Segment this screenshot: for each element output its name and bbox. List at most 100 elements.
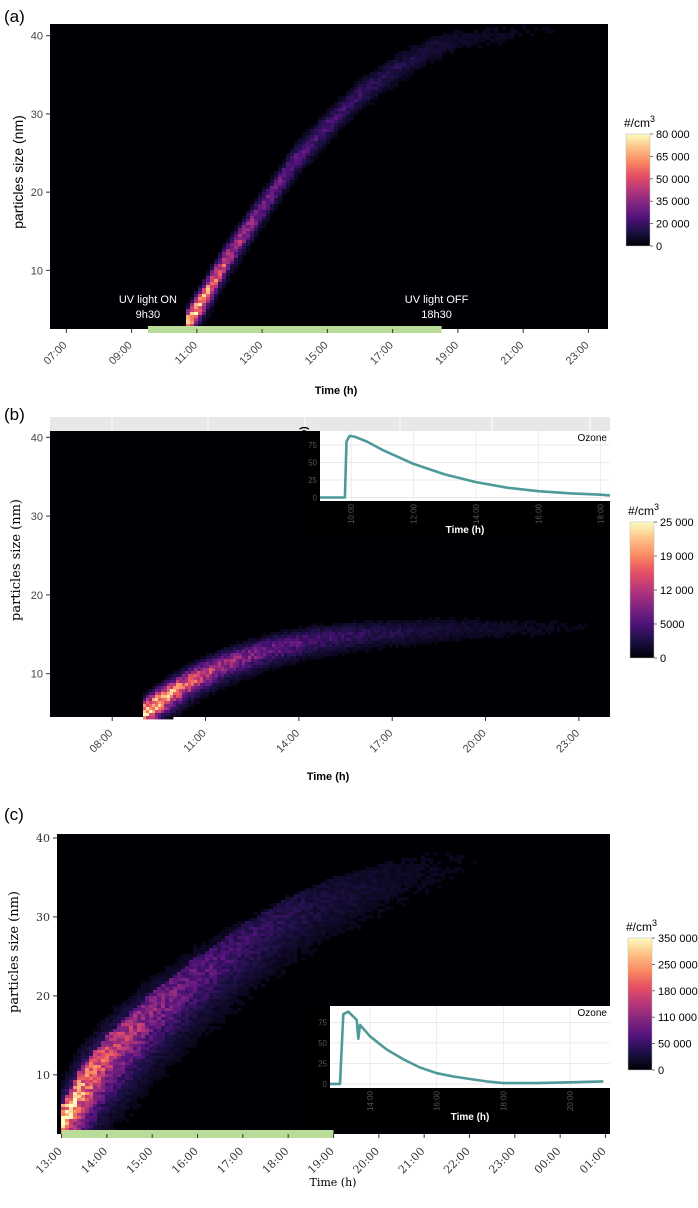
heatmap-cell	[341, 653, 345, 657]
heatmap-cell	[157, 1023, 162, 1027]
heatmap-cell	[141, 1053, 146, 1057]
heatmap-cell	[173, 996, 178, 1000]
heatmap-cell	[386, 632, 390, 636]
heatmap-cell	[275, 650, 279, 654]
heatmap-cell	[263, 647, 267, 651]
heatmap-cell	[169, 1062, 174, 1066]
heatmap-cell	[266, 635, 270, 639]
heatmap-cell	[149, 1083, 154, 1087]
heatmap-cell	[371, 629, 375, 633]
heatmap-cell	[345, 894, 350, 898]
heatmap-cell	[320, 650, 324, 654]
heatmap-cell	[281, 650, 285, 654]
heatmap-cell	[362, 84, 367, 88]
heatmap-cell	[221, 1020, 226, 1024]
heatmap-cell	[81, 1089, 86, 1093]
heatmap-cell	[170, 707, 174, 711]
heatmap-cell	[298, 159, 303, 163]
heatmap-cell	[357, 912, 362, 916]
heatmap-cell	[321, 918, 326, 922]
heatmap-cell	[297, 903, 302, 907]
heatmap-cell	[374, 69, 379, 73]
heatmap-cell	[169, 978, 174, 982]
heatmap-cell	[248, 650, 252, 654]
x-axis-title: Time (h)	[315, 385, 358, 397]
heatmap-cell	[317, 912, 322, 916]
heatmap-cell	[350, 626, 354, 630]
heatmap-cell	[257, 930, 262, 934]
heatmap-cell	[533, 629, 537, 633]
heatmap-cell	[215, 671, 219, 675]
heatmap-cell	[510, 36, 515, 40]
heatmap-cell	[458, 635, 462, 639]
heatmap-cell	[81, 1101, 86, 1105]
heatmap-cell	[129, 1071, 134, 1075]
heatmap-cell	[524, 626, 528, 630]
heatmap-cell	[173, 1020, 178, 1024]
heatmap-cell	[273, 912, 278, 916]
heatmap-cell	[539, 626, 543, 630]
heatmap-cell	[341, 900, 346, 904]
heatmap-cell	[273, 903, 278, 907]
heatmap-cell	[289, 906, 294, 910]
heatmap-cell	[158, 701, 162, 705]
heatmap-cell	[161, 1032, 166, 1036]
heatmap-cell	[133, 996, 138, 1000]
heatmap-cell	[105, 1095, 110, 1099]
heatmap-cell	[237, 930, 242, 934]
heatmap-cell	[365, 620, 369, 624]
heatmap-cell	[338, 629, 342, 633]
heatmap-cell	[389, 644, 393, 648]
heatmap-cell	[419, 641, 423, 645]
heatmap-cell	[117, 1080, 122, 1084]
heatmap-cell	[398, 635, 402, 639]
heatmap-cell	[212, 680, 216, 684]
heatmap-cell	[281, 954, 286, 958]
heatmap-cell	[129, 1041, 134, 1045]
heatmap-cell	[381, 879, 386, 883]
heatmap-cell	[342, 108, 347, 112]
heatmap-cell	[277, 966, 282, 970]
heatmap-cell	[209, 1029, 214, 1033]
heatmap-cell	[109, 1068, 114, 1072]
heatmap-cell	[269, 659, 273, 663]
heatmap-cell	[374, 641, 378, 645]
heatmap-cell	[509, 629, 513, 633]
heatmap-cell	[165, 1047, 170, 1051]
heatmap-cell	[407, 638, 411, 642]
heatmap-cell	[193, 1020, 198, 1024]
heatmap-cell	[320, 641, 324, 645]
heatmap-cell	[218, 273, 223, 277]
heatmap-cell	[105, 1056, 110, 1060]
heatmap-cell	[317, 629, 321, 633]
heatmap-cell	[446, 626, 450, 630]
heatmap-cell	[153, 1059, 158, 1063]
heatmap-cell	[285, 915, 290, 919]
heatmap-cell	[69, 1089, 74, 1093]
heatmap-cell	[482, 626, 486, 630]
heatmap-cell	[282, 162, 287, 166]
heatmap-cell	[248, 641, 252, 645]
heatmap-cell	[254, 204, 259, 208]
heatmap-cell	[201, 990, 206, 994]
heatmap-cell	[210, 306, 215, 310]
heatmap-cell	[177, 963, 182, 967]
heatmap-cell	[270, 210, 275, 214]
heatmap-cell	[157, 1017, 162, 1021]
heatmap-cell	[298, 144, 303, 148]
heatmap-cell	[285, 921, 290, 925]
heatmap-cell	[410, 60, 415, 64]
heatmap-cell	[437, 861, 442, 865]
heatmap-cell	[224, 656, 228, 660]
heatmap-cell	[165, 1014, 170, 1018]
heatmap-cell	[366, 81, 371, 85]
heatmap-cell	[325, 897, 330, 901]
heatmap-cell	[272, 653, 276, 657]
heatmap-cell	[81, 1113, 86, 1117]
heatmap-cell	[246, 237, 251, 241]
heatmap-cell	[213, 999, 218, 1003]
heatmap-cell	[245, 650, 249, 654]
heatmap-cell	[194, 306, 199, 310]
heatmap-cell	[113, 1119, 118, 1123]
heatmap-cell	[486, 42, 491, 46]
